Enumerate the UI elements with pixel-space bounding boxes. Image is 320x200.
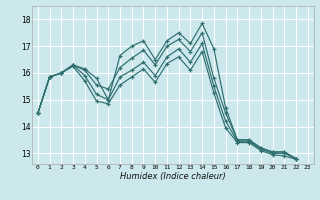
X-axis label: Humidex (Indice chaleur): Humidex (Indice chaleur)	[120, 172, 226, 181]
